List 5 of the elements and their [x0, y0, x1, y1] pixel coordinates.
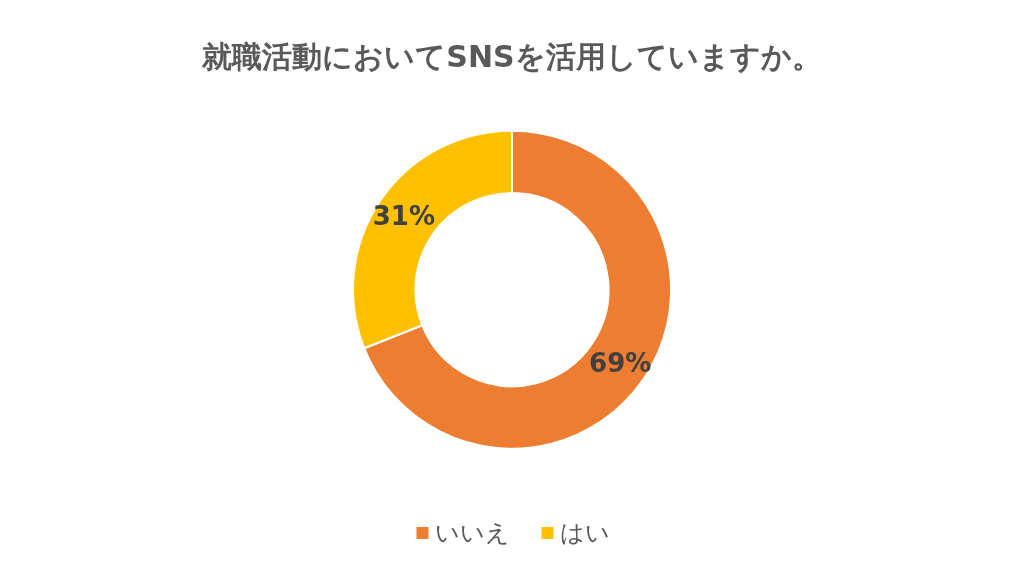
legend-label: いいえ — [434, 519, 510, 547]
data-label: 69% — [589, 348, 652, 379]
legend-label: はい — [559, 519, 610, 547]
chart-title: 就職活動においてSNSを活用していますか。 — [201, 38, 822, 74]
data-label: 31% — [372, 201, 435, 232]
